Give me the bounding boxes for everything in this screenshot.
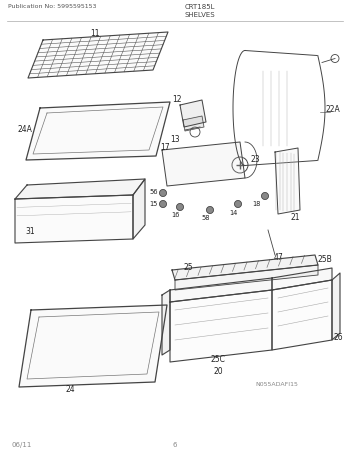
Text: 12: 12: [172, 95, 182, 103]
Polygon shape: [19, 305, 167, 387]
Polygon shape: [26, 102, 170, 160]
Polygon shape: [162, 142, 245, 186]
Text: 15: 15: [150, 201, 158, 207]
Text: 25C: 25C: [211, 356, 225, 365]
Circle shape: [176, 203, 183, 211]
Circle shape: [234, 201, 241, 207]
Text: 6: 6: [173, 442, 177, 448]
Polygon shape: [183, 116, 204, 131]
Text: 23: 23: [250, 155, 260, 164]
Text: 06/11: 06/11: [12, 442, 32, 448]
Polygon shape: [162, 290, 170, 355]
Text: 24: 24: [65, 386, 75, 395]
Text: 47: 47: [273, 254, 283, 262]
Circle shape: [160, 189, 167, 197]
Text: 24A: 24A: [18, 125, 33, 135]
Polygon shape: [172, 255, 318, 280]
Polygon shape: [272, 268, 332, 290]
Polygon shape: [332, 273, 340, 340]
Text: 31: 31: [25, 227, 35, 236]
Text: 16: 16: [171, 212, 179, 218]
Circle shape: [206, 207, 214, 213]
Text: 17: 17: [160, 144, 170, 153]
Text: 20: 20: [213, 367, 223, 376]
Polygon shape: [272, 280, 332, 350]
Polygon shape: [15, 195, 133, 243]
Polygon shape: [170, 290, 272, 362]
Polygon shape: [275, 148, 300, 214]
Text: 56: 56: [149, 189, 158, 195]
Text: 26: 26: [333, 333, 343, 342]
Circle shape: [261, 193, 268, 199]
Text: 58: 58: [202, 215, 210, 221]
Polygon shape: [133, 179, 145, 239]
Text: N055ADAFI15: N055ADAFI15: [255, 382, 298, 387]
Text: CRT185L: CRT185L: [185, 4, 215, 10]
Text: Publication No: 5995595153: Publication No: 5995595153: [8, 5, 97, 10]
Text: 11: 11: [90, 29, 100, 38]
Text: 22A: 22A: [326, 106, 340, 115]
Polygon shape: [170, 278, 272, 302]
Text: 18: 18: [253, 201, 261, 207]
Polygon shape: [180, 100, 206, 127]
Polygon shape: [28, 32, 168, 78]
Circle shape: [160, 201, 167, 207]
Text: 21: 21: [290, 213, 300, 222]
Text: 25B: 25B: [318, 255, 332, 265]
Text: SHELVES: SHELVES: [185, 12, 215, 18]
Text: 25: 25: [183, 264, 193, 273]
Text: 14: 14: [229, 210, 237, 216]
Polygon shape: [15, 179, 145, 199]
Polygon shape: [175, 265, 318, 290]
Text: 13: 13: [170, 135, 180, 145]
